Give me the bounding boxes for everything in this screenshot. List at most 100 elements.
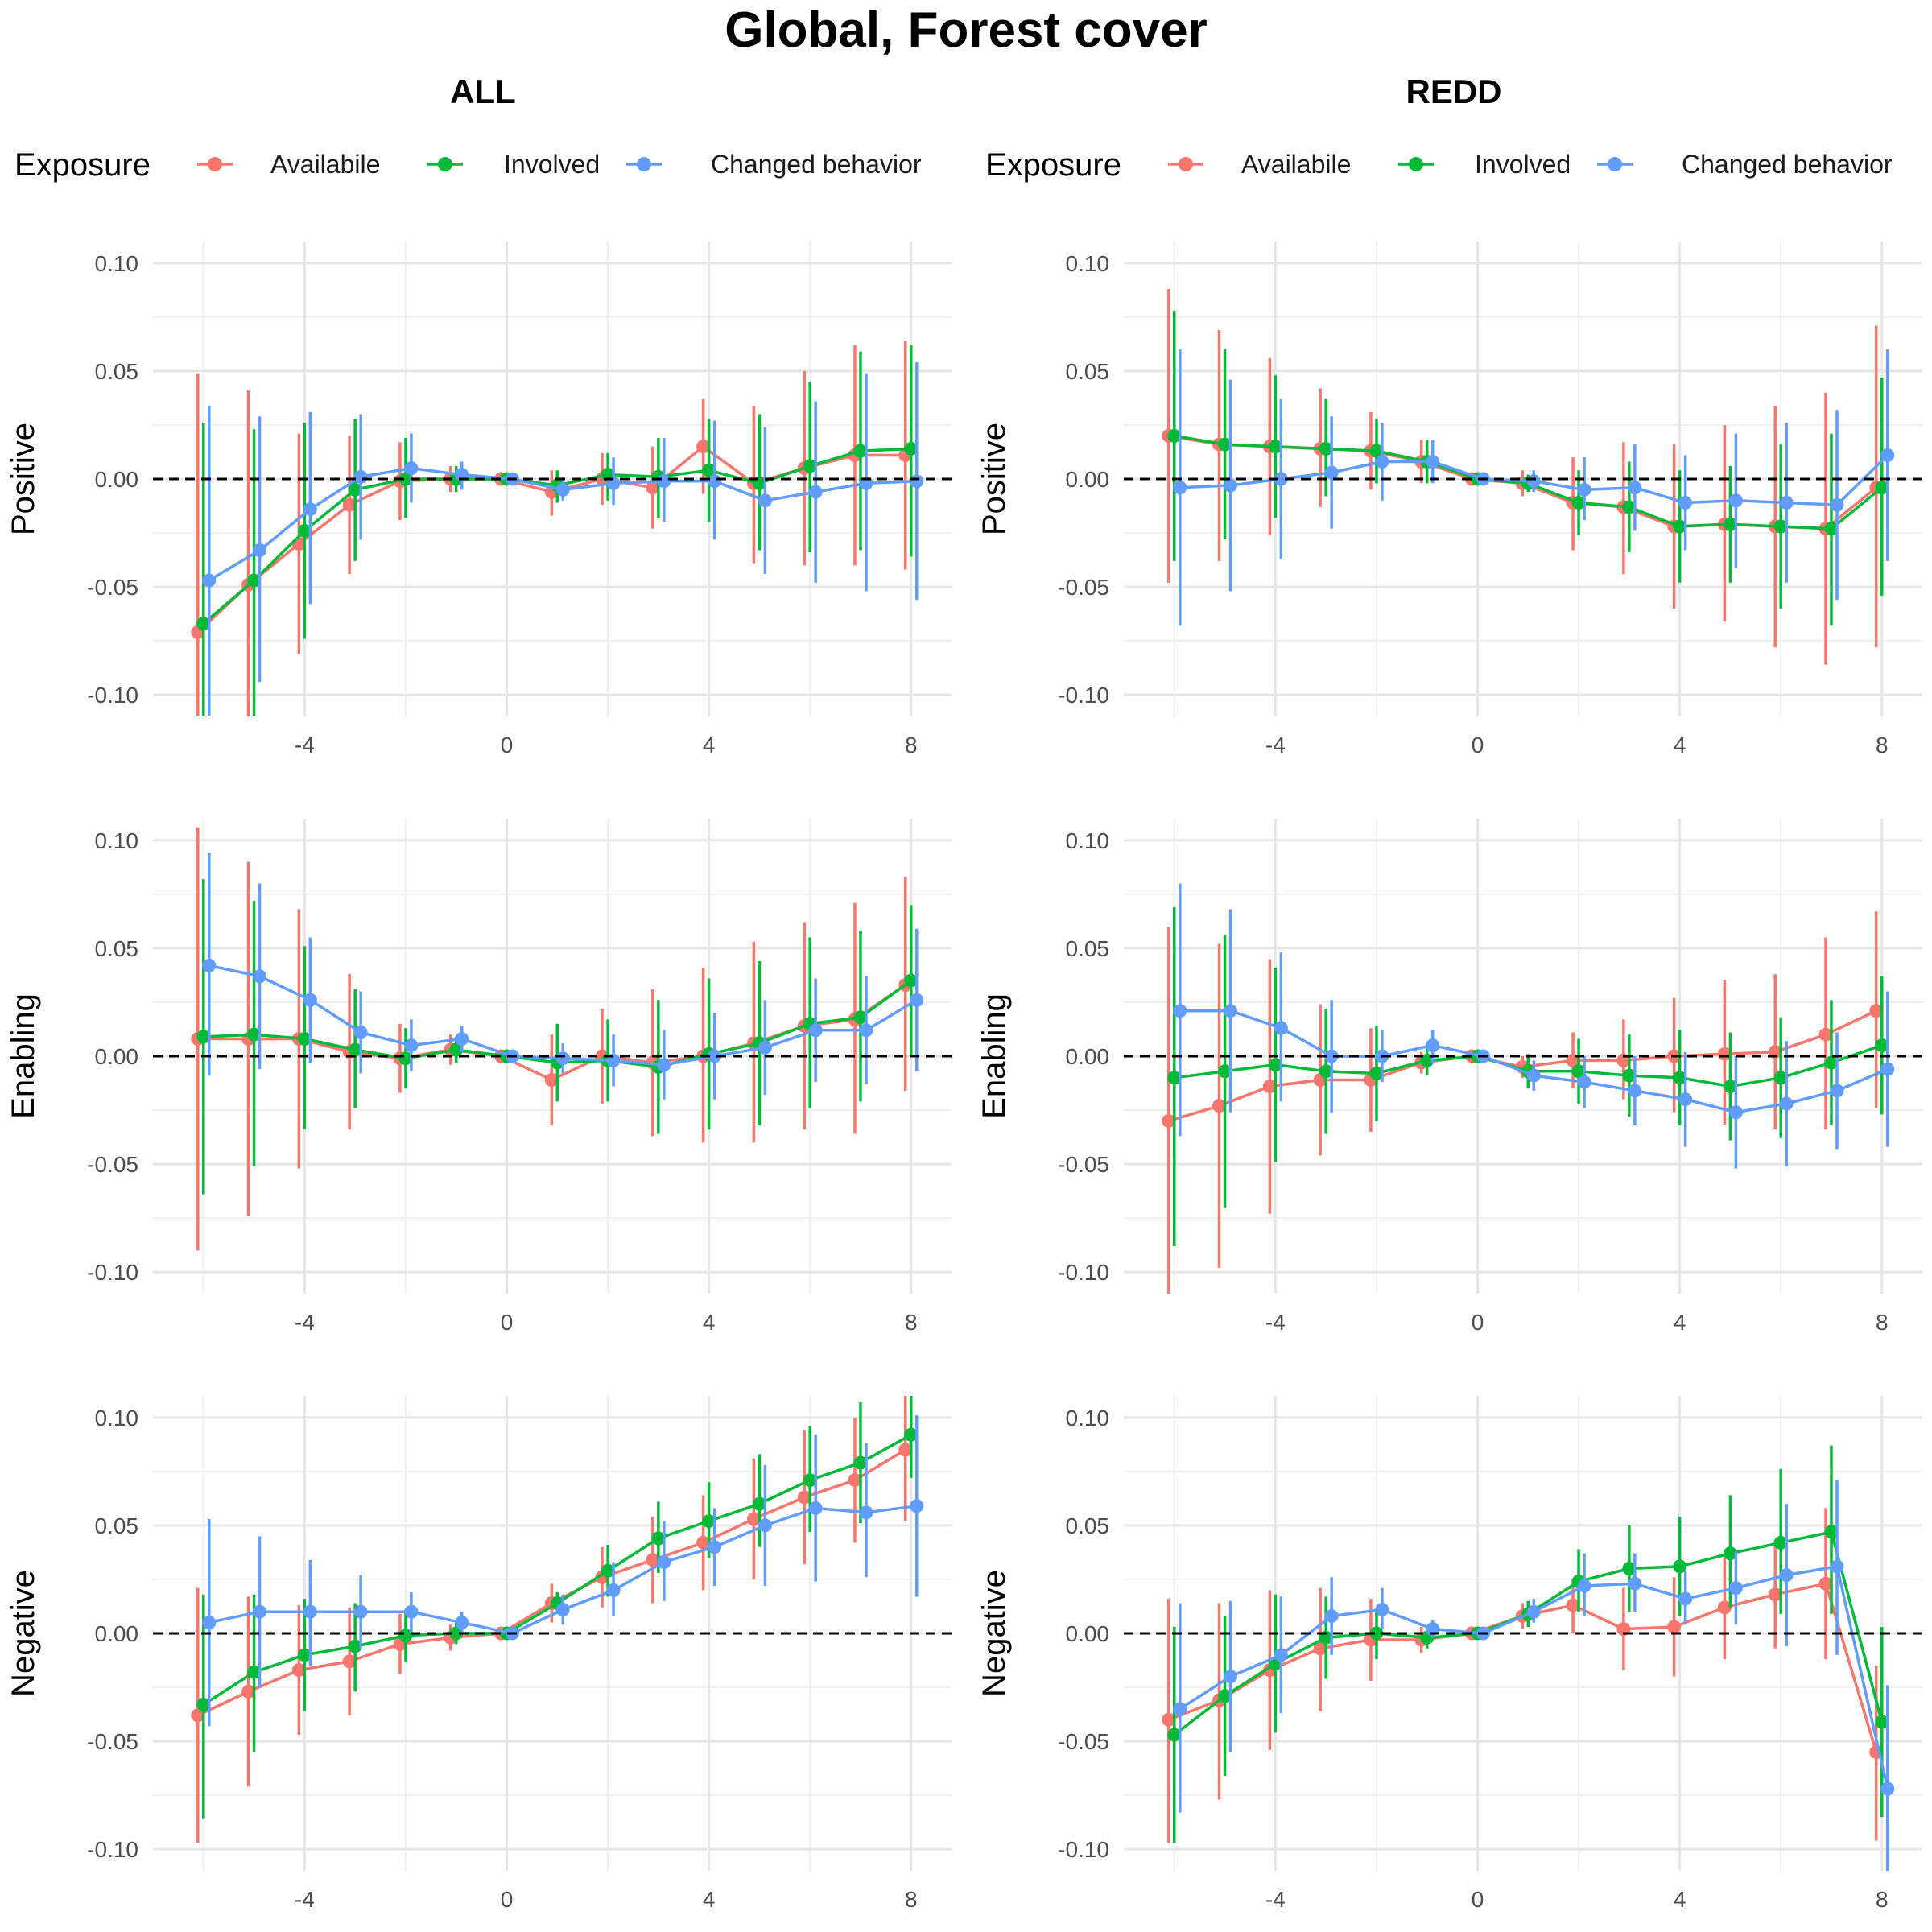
data-point — [253, 543, 267, 557]
data-point — [696, 1535, 711, 1550]
data-point — [291, 1663, 306, 1678]
data-point — [455, 1616, 469, 1630]
x-tick-label: 8 — [905, 1310, 918, 1335]
x-tick-label: -4 — [1265, 1887, 1286, 1912]
data-point — [1678, 1092, 1693, 1107]
data-point — [1667, 1620, 1682, 1634]
data-point — [1875, 1038, 1889, 1053]
series-involved — [1167, 310, 1889, 626]
data-point — [353, 469, 368, 484]
data-point — [348, 1639, 362, 1653]
data-point — [404, 461, 419, 476]
y-tick-label: -0.10 — [87, 1837, 138, 1862]
data-point — [1319, 1064, 1333, 1079]
legend-key-point — [1608, 157, 1622, 171]
data-point — [555, 1051, 570, 1066]
data-point — [708, 1049, 722, 1063]
panels: 0.100.050.00-0.05-0.10-4 0 4 8Positive0.100… — [6, 242, 1922, 1912]
row-label: Enabling — [976, 993, 1012, 1119]
y-tick-label: -0.10 — [87, 1260, 138, 1285]
series-changed-behavior — [202, 362, 924, 716]
x-tick-label: 0 — [1472, 733, 1484, 758]
y-tick-label: 0.00 — [1066, 1621, 1110, 1646]
data-point — [1274, 1021, 1288, 1035]
data-point — [303, 502, 317, 517]
data-point — [1673, 519, 1687, 534]
data-point — [348, 482, 362, 497]
data-point — [1324, 1609, 1339, 1624]
data-point — [808, 1501, 823, 1515]
data-point — [1173, 1702, 1187, 1716]
row-label: Positive — [6, 423, 41, 535]
data-point — [449, 1042, 464, 1057]
series-changed-behavior — [1173, 883, 1895, 1169]
data-point — [1717, 1046, 1732, 1061]
data-point — [253, 1604, 267, 1619]
chart-title: Global, Forest cover — [724, 2, 1208, 58]
legend-title: Exposure — [985, 147, 1121, 183]
data-point — [1773, 519, 1788, 534]
data-point — [898, 1443, 913, 1457]
data-point — [404, 1604, 419, 1619]
data-point — [1313, 1641, 1327, 1656]
data-point — [702, 1514, 716, 1529]
legend-label: Involved — [504, 150, 600, 179]
data-point — [853, 1010, 868, 1025]
panel-all-enabling: 0.10 0.05 0.00 -0.05 -0.10 -4 0 4 8 Enabling — [6, 819, 952, 1335]
data-point — [758, 1040, 772, 1055]
legend-key-point — [1409, 157, 1423, 171]
data-point — [1875, 481, 1889, 495]
y-tick-label: 0.10 — [95, 1406, 139, 1430]
column-title-all: ALL — [450, 72, 516, 110]
panel-data — [191, 341, 924, 716]
data-point — [1224, 1670, 1238, 1684]
data-point — [555, 482, 570, 497]
x-tick-label: 4 — [1674, 1887, 1686, 1912]
data-point — [1779, 1568, 1794, 1583]
panel-redd-enabling: 0.10 0.05 0.00 -0.05 -0.10 -4 0 4 8 Enabling — [976, 819, 1922, 1335]
data-point — [1324, 465, 1339, 480]
data-point — [1274, 1648, 1288, 1662]
data-point — [1869, 1004, 1884, 1018]
data-point — [758, 1518, 772, 1533]
y-tick-label: 0.00 — [95, 1621, 139, 1646]
data-point — [1218, 437, 1232, 452]
data-point — [848, 1473, 862, 1488]
data-point — [1622, 1562, 1637, 1576]
row-label: Positive — [976, 423, 1012, 535]
y-tick-label: -0.10 — [1058, 1837, 1109, 1862]
data-point — [1723, 1546, 1737, 1561]
y-tick-label: 0.05 — [95, 359, 139, 384]
data-point — [398, 1051, 413, 1066]
data-point — [1723, 1080, 1737, 1094]
series-changed-behavior — [202, 852, 924, 1100]
y-tick-label: 0.10 — [95, 251, 139, 276]
series-involved — [1167, 906, 1889, 1246]
data-point — [342, 1654, 357, 1669]
y-tick-label: 0.10 — [95, 828, 139, 853]
data-point — [1723, 517, 1737, 531]
data-point — [1369, 1066, 1384, 1080]
y-tick-label: 0.00 — [1066, 467, 1110, 492]
series-availabile — [1162, 289, 1884, 665]
series-availabile — [191, 341, 913, 716]
data-point — [702, 463, 716, 477]
x-tick-label: 0 — [501, 733, 514, 758]
data-point — [544, 1073, 559, 1087]
y-tick-label: 0.00 — [1066, 1044, 1110, 1069]
data-point — [853, 444, 868, 458]
panel-redd-positive: 0.10 0.05 0.00 -0.05 -0.10 -4 0 4 8 Positive — [976, 242, 1922, 758]
data-point — [1167, 1728, 1182, 1742]
data-point — [1577, 482, 1591, 497]
legend-key-point — [438, 157, 452, 171]
y-tick-label: 0.05 — [1066, 936, 1110, 961]
x-tick-label: 8 — [1876, 733, 1889, 758]
data-point — [1268, 440, 1282, 454]
column-title-redd: REDD — [1406, 72, 1501, 110]
series-availabile — [1162, 1508, 1884, 1843]
data-point — [1375, 455, 1389, 469]
data-point — [657, 1058, 671, 1072]
data-point — [449, 1626, 464, 1641]
data-point — [297, 523, 312, 538]
